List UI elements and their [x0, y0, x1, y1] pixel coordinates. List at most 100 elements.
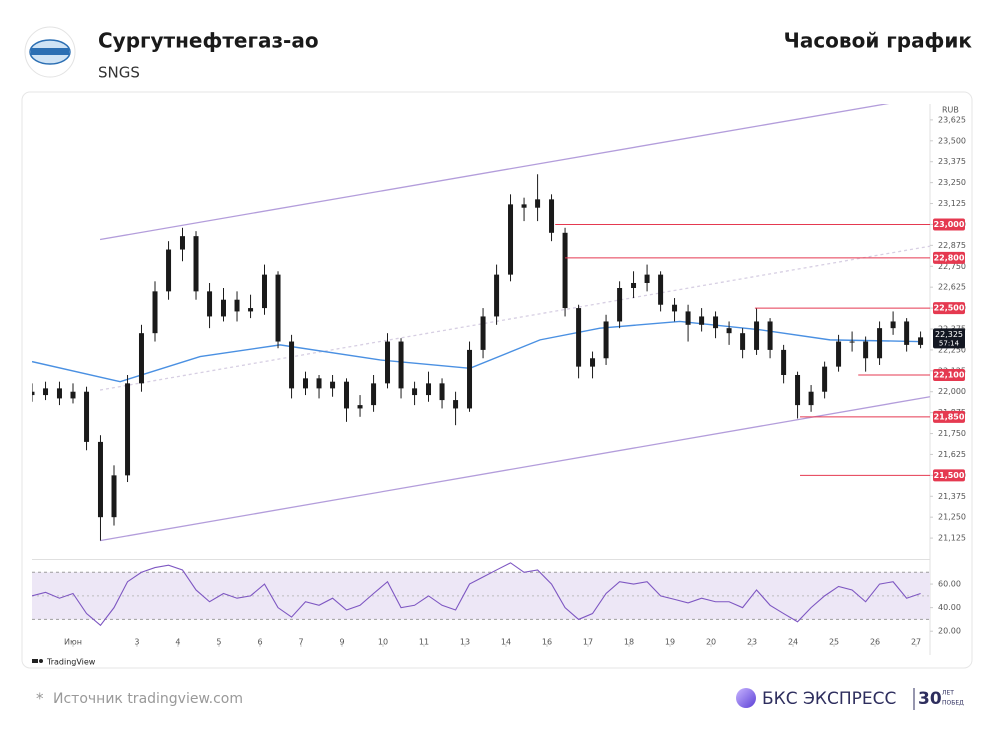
y-tick-label: 22,750: [938, 262, 966, 271]
x-tick-label: 4: [175, 638, 180, 647]
chart-card: [21, 91, 973, 669]
y-tick-label: 23,500: [938, 136, 966, 145]
candle-body: [904, 321, 910, 345]
candle-body: [330, 381, 336, 389]
candle-body: [234, 299, 240, 312]
candle-body: [152, 291, 158, 334]
candle-body: [508, 204, 514, 275]
candle-body: [439, 383, 445, 401]
y-tick-label: 21,625: [938, 450, 966, 459]
candle-body: [631, 282, 637, 289]
candle-body: [303, 378, 309, 389]
chart-kind: Часовой график: [784, 29, 973, 53]
candle-body: [795, 374, 801, 406]
current-price: 22,325: [935, 330, 963, 339]
candle-body: [179, 236, 185, 250]
x-tick-label: 14: [501, 638, 511, 647]
candle-body: [84, 391, 90, 442]
title: Сургутнефтегаз-ао: [98, 29, 319, 53]
anniversary-word: ЛЕТ: [942, 690, 954, 697]
x-tick-label: 13: [460, 638, 470, 647]
candle-body: [166, 249, 172, 292]
brand-logo: [736, 688, 756, 708]
candle-body: [125, 383, 131, 476]
x-tick-label: 16: [542, 638, 552, 647]
candle-body: [781, 349, 787, 375]
rsi-band-fill: [32, 572, 930, 620]
rsi-tick-label: 60.00: [938, 580, 961, 589]
candle-body: [344, 381, 350, 409]
x-tick-label: 17: [583, 638, 593, 647]
candle-body: [193, 236, 199, 292]
price-pane: [32, 104, 930, 542]
y-tick-label: 23,375: [938, 157, 966, 166]
candle-body: [220, 299, 226, 317]
candle-body: [426, 383, 432, 396]
level-badge: [933, 251, 965, 264]
candle-body: [56, 388, 62, 399]
candle-body: [371, 383, 377, 406]
candle-body: [412, 388, 418, 396]
candle-body: [576, 308, 582, 367]
candle-body: [849, 341, 855, 343]
y-tick-label: 23,250: [938, 178, 966, 187]
level-label: 21,500: [934, 471, 965, 480]
rsi-tick-label: 20.00: [938, 627, 961, 636]
candle-body: [275, 274, 281, 342]
x-tick-label: 25: [829, 638, 839, 647]
x-tick-label: 3: [134, 638, 139, 647]
candle-body: [535, 199, 541, 208]
candle-body: [248, 308, 254, 312]
candle-body: [658, 274, 664, 305]
candle-body: [111, 475, 117, 518]
candle-body: [521, 204, 527, 208]
x-tick-label: 19: [665, 638, 675, 647]
x-tick-label: 23: [747, 638, 757, 647]
tv-logo: [32, 659, 43, 663]
candle-body: [453, 400, 459, 409]
candle-body: [480, 316, 486, 350]
candle-body: [385, 341, 391, 384]
candle-body: [603, 321, 609, 359]
current-badge: [933, 328, 965, 349]
asterisk: *: [36, 690, 44, 708]
y-tick-label: 22,875: [938, 241, 966, 250]
x-tick-label: 26: [870, 638, 880, 647]
level-label: 23,000: [934, 220, 965, 229]
logo: [24, 26, 76, 78]
level-badge: [933, 368, 965, 381]
candle-body: [754, 321, 760, 350]
y-tick-label: 21,125: [938, 534, 966, 543]
candle-body: [207, 291, 213, 317]
ticker: SNGS: [98, 64, 140, 82]
candle-body: [767, 321, 773, 350]
candle-body: [357, 405, 363, 409]
x-tick-label: 18: [624, 638, 634, 647]
currency: RUB: [942, 106, 959, 115]
x-tick-label: 20: [706, 638, 716, 647]
candle-body: [398, 341, 404, 389]
y-tick-label: 23,625: [938, 115, 966, 124]
candle-body: [836, 341, 842, 367]
trend-line: [99, 396, 930, 542]
candle-body: [699, 316, 705, 325]
level-label: 22,100: [934, 370, 965, 379]
candle-body: [740, 333, 746, 350]
candle-body: [863, 341, 869, 359]
candle-body: [549, 199, 555, 233]
candle-body: [918, 337, 924, 345]
rsi-tick-label: 40.00: [938, 603, 961, 612]
y-tick-label: 21,250: [938, 513, 966, 522]
candle-body: [672, 304, 678, 312]
brand: БКС ЭКСПРЕСС: [762, 689, 896, 709]
watermark: TradingView: [46, 658, 96, 667]
candle-body: [316, 378, 322, 389]
candle-body: [32, 391, 35, 396]
anniversary: 30: [918, 689, 942, 709]
rsi-line: [32, 562, 921, 627]
candle-body: [590, 358, 596, 367]
level-label: 21,850: [934, 412, 965, 421]
trend-line: [99, 104, 890, 241]
candle-body: [138, 333, 144, 384]
